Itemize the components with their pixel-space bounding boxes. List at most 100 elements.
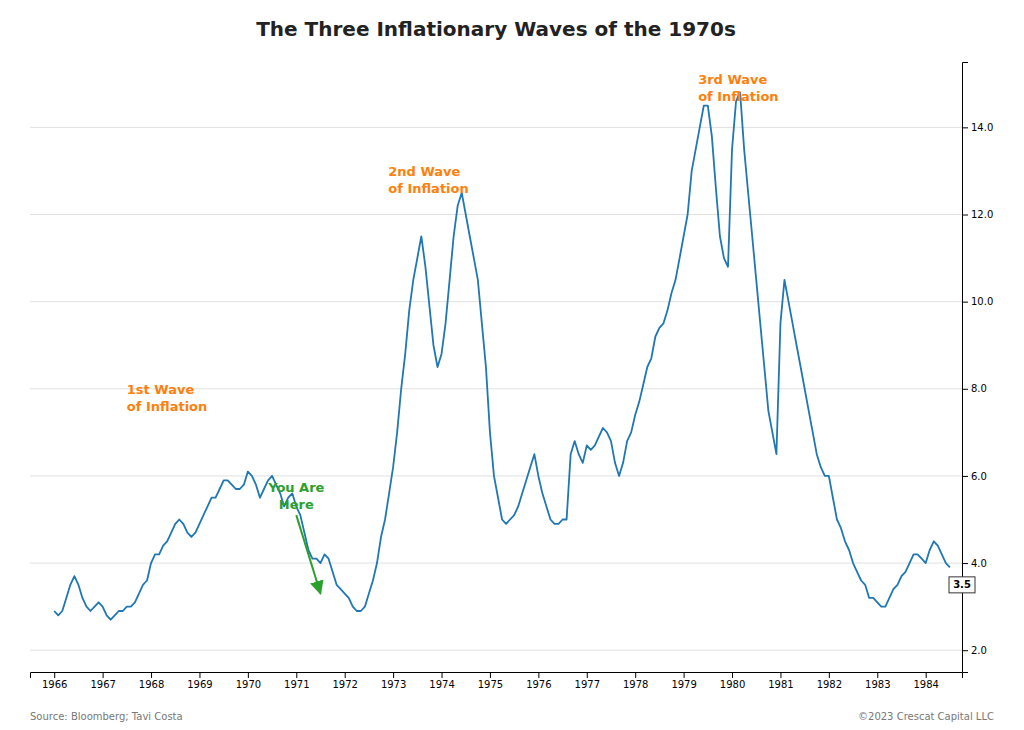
- x-tick-mark: [490, 672, 491, 678]
- x-tick: 1974: [429, 672, 454, 690]
- x-tick-label: 1982: [817, 679, 842, 690]
- y-tick-mark: [962, 389, 968, 390]
- y-grid-line: [30, 301, 962, 302]
- x-tick-mark: [345, 672, 346, 678]
- annotation-text: Here: [279, 497, 314, 512]
- x-tick: 1971: [284, 672, 309, 690]
- x-tick-label: 1970: [236, 679, 261, 690]
- y-tick: 10.0: [962, 296, 993, 307]
- annotations: 1st Waveof Inflation2nd Waveof Inflation…: [127, 72, 975, 593]
- x-tick-label: 1967: [90, 679, 115, 690]
- y-tick-label: 8.0: [971, 383, 987, 394]
- x-tick-mark: [877, 672, 878, 678]
- x-tick-label: 1968: [139, 679, 164, 690]
- y-tick: 8.0: [962, 383, 987, 394]
- plot-area: 1966 1967 1968 1969 1970 1971 1972 1973 1974 1975…: [30, 63, 993, 691]
- x-tick-mark: [684, 672, 685, 678]
- y-tick: 4.0: [962, 558, 987, 569]
- value-box: [949, 577, 975, 593]
- x-tick: 1966: [42, 672, 67, 690]
- annotation-text: 2nd Wave: [388, 164, 460, 179]
- x-tick: 1972: [332, 672, 357, 690]
- x-tick-label: 1971: [284, 679, 309, 690]
- x-tick-mark: [538, 672, 539, 678]
- x-tick: 1979: [671, 672, 696, 690]
- grid: [30, 127, 962, 650]
- x-axis: 1966 1967 1968 1969 1970 1971 1972 1973 1974 1975…: [31, 672, 963, 690]
- annotation-text: You Are: [267, 480, 324, 495]
- x-tick-label: 1980: [720, 679, 745, 690]
- y-tick-mark: [962, 302, 968, 303]
- y-tick: 2.0: [962, 645, 987, 656]
- y-grid-line: [30, 563, 962, 564]
- x-tick-label: 1974: [429, 679, 454, 690]
- y-grid-line: [30, 475, 962, 476]
- annotation-arrow: [296, 515, 320, 593]
- x-tick-label: 1978: [623, 679, 648, 690]
- x-tick-mark: [587, 672, 588, 678]
- x-tick-mark: [926, 672, 927, 678]
- x-tick-label: 1975: [478, 679, 503, 690]
- y-tick-mark: [962, 650, 968, 651]
- marks: [54, 93, 950, 620]
- y-tick-mark: [962, 215, 968, 216]
- x-tick-mark: [442, 672, 443, 678]
- annotation-text: of Inflation: [698, 89, 778, 104]
- x-tick: 1981: [768, 672, 793, 690]
- x-tick: 1984: [913, 672, 938, 690]
- x-tick: 1983: [865, 672, 890, 690]
- x-tick: 1976: [526, 672, 551, 690]
- x-tick: 1982: [817, 672, 842, 690]
- chart: 1966 1967 1968 1969 1970 1971 1972 1973 1974 1975…: [0, 0, 1024, 730]
- y-tick-label: 12.0: [971, 209, 993, 220]
- x-tick-mark: [780, 672, 781, 678]
- x-tick: 1977: [575, 672, 600, 690]
- x-tick-label: 1976: [526, 679, 551, 690]
- x-tick-mark: [199, 672, 200, 678]
- x-tick-mark: [393, 672, 394, 678]
- x-tick-label: 1969: [187, 679, 212, 690]
- x-tick-mark: [296, 672, 297, 678]
- x-tick-mark: [248, 672, 249, 678]
- y-tick-mark: [962, 127, 968, 128]
- y-tick-label: 10.0: [971, 296, 993, 307]
- x-tick-label: 1973: [381, 679, 406, 690]
- x-tick-label: 1972: [332, 679, 357, 690]
- x-tick-mark: [103, 672, 104, 678]
- x-tick: 1978: [623, 672, 648, 690]
- y-tick-label: 14.0: [971, 122, 993, 133]
- y-tick: 14.0: [962, 122, 993, 133]
- source: Source: Bloomberg; Tavi Costa: [30, 711, 183, 722]
- value-box-label: 3.5: [953, 579, 971, 590]
- x-tick-mark: [829, 672, 830, 678]
- x-tick-label: 1983: [865, 679, 890, 690]
- x-tick-label: 1966: [42, 679, 67, 690]
- y-grid-line: [30, 650, 962, 651]
- line: [54, 93, 950, 620]
- x-tick: 1968: [139, 672, 164, 690]
- y-tick-label: 6.0: [971, 471, 987, 482]
- copyright: ©2023 Crescat Capital LLC: [858, 711, 994, 722]
- x-tick: 1970: [236, 672, 261, 690]
- y-tick-label: 4.0: [971, 558, 987, 569]
- x-tick: 1967: [90, 672, 115, 690]
- y-grid-line: [30, 214, 962, 215]
- annotation-text: of Inflation: [127, 399, 207, 414]
- x-tick-label: 1977: [575, 679, 600, 690]
- x-tick-label: 1981: [768, 679, 793, 690]
- x-tick-label: 1984: [913, 679, 938, 690]
- y-tick-mark: [962, 563, 968, 564]
- y-grid-line: [30, 127, 962, 128]
- x-tick: 1975: [478, 672, 503, 690]
- x-tick-label: 1979: [671, 679, 696, 690]
- annotation-text: of Inflation: [388, 181, 468, 196]
- x-tick-mark: [151, 672, 152, 678]
- x-tick-mark: [54, 672, 55, 678]
- annotation-text: 3rd Wave: [698, 72, 767, 87]
- y-tick-mark: [962, 476, 968, 477]
- y-tick: 6.0: [962, 471, 987, 482]
- x-tick-mark: [635, 672, 636, 678]
- x-tick-mark: [732, 672, 733, 678]
- y-tick-label: 2.0: [971, 645, 987, 656]
- x-tick: 1973: [381, 672, 406, 690]
